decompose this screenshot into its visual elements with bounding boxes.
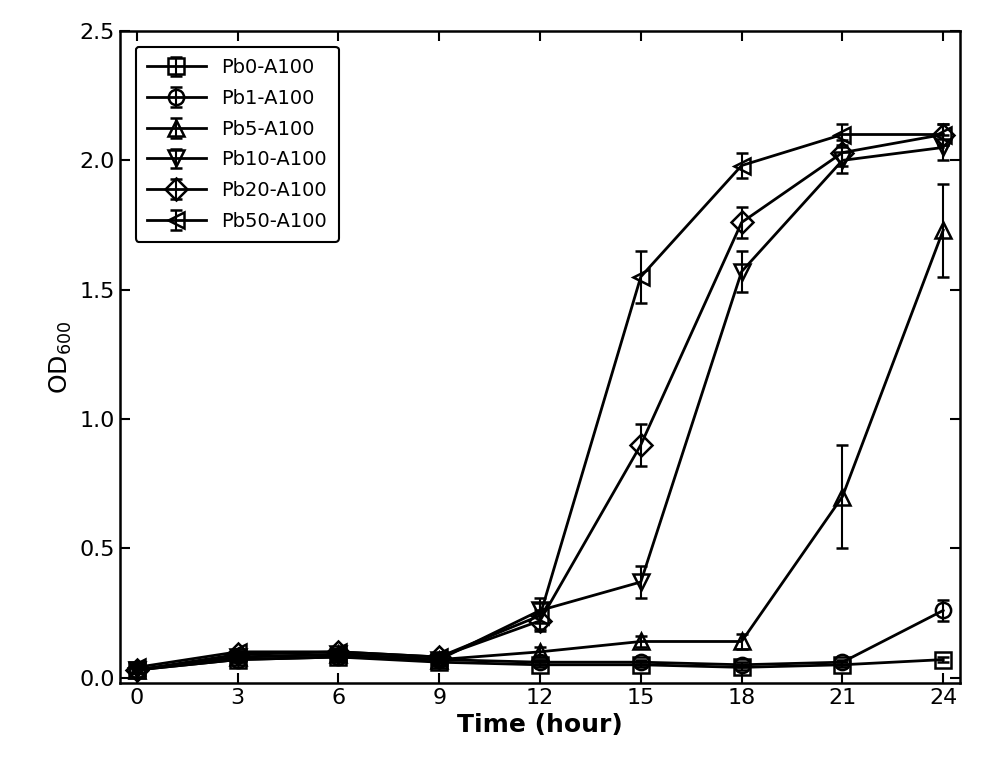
Legend: Pb0-A100, Pb1-A100, Pb5-A100, Pb10-A100, Pb20-A100, Pb50-A100: Pb0-A100, Pb1-A100, Pb5-A100, Pb10-A100,… [136, 47, 339, 242]
Y-axis label: OD$_{600}$: OD$_{600}$ [48, 320, 74, 393]
X-axis label: Time (hour): Time (hour) [457, 713, 623, 737]
